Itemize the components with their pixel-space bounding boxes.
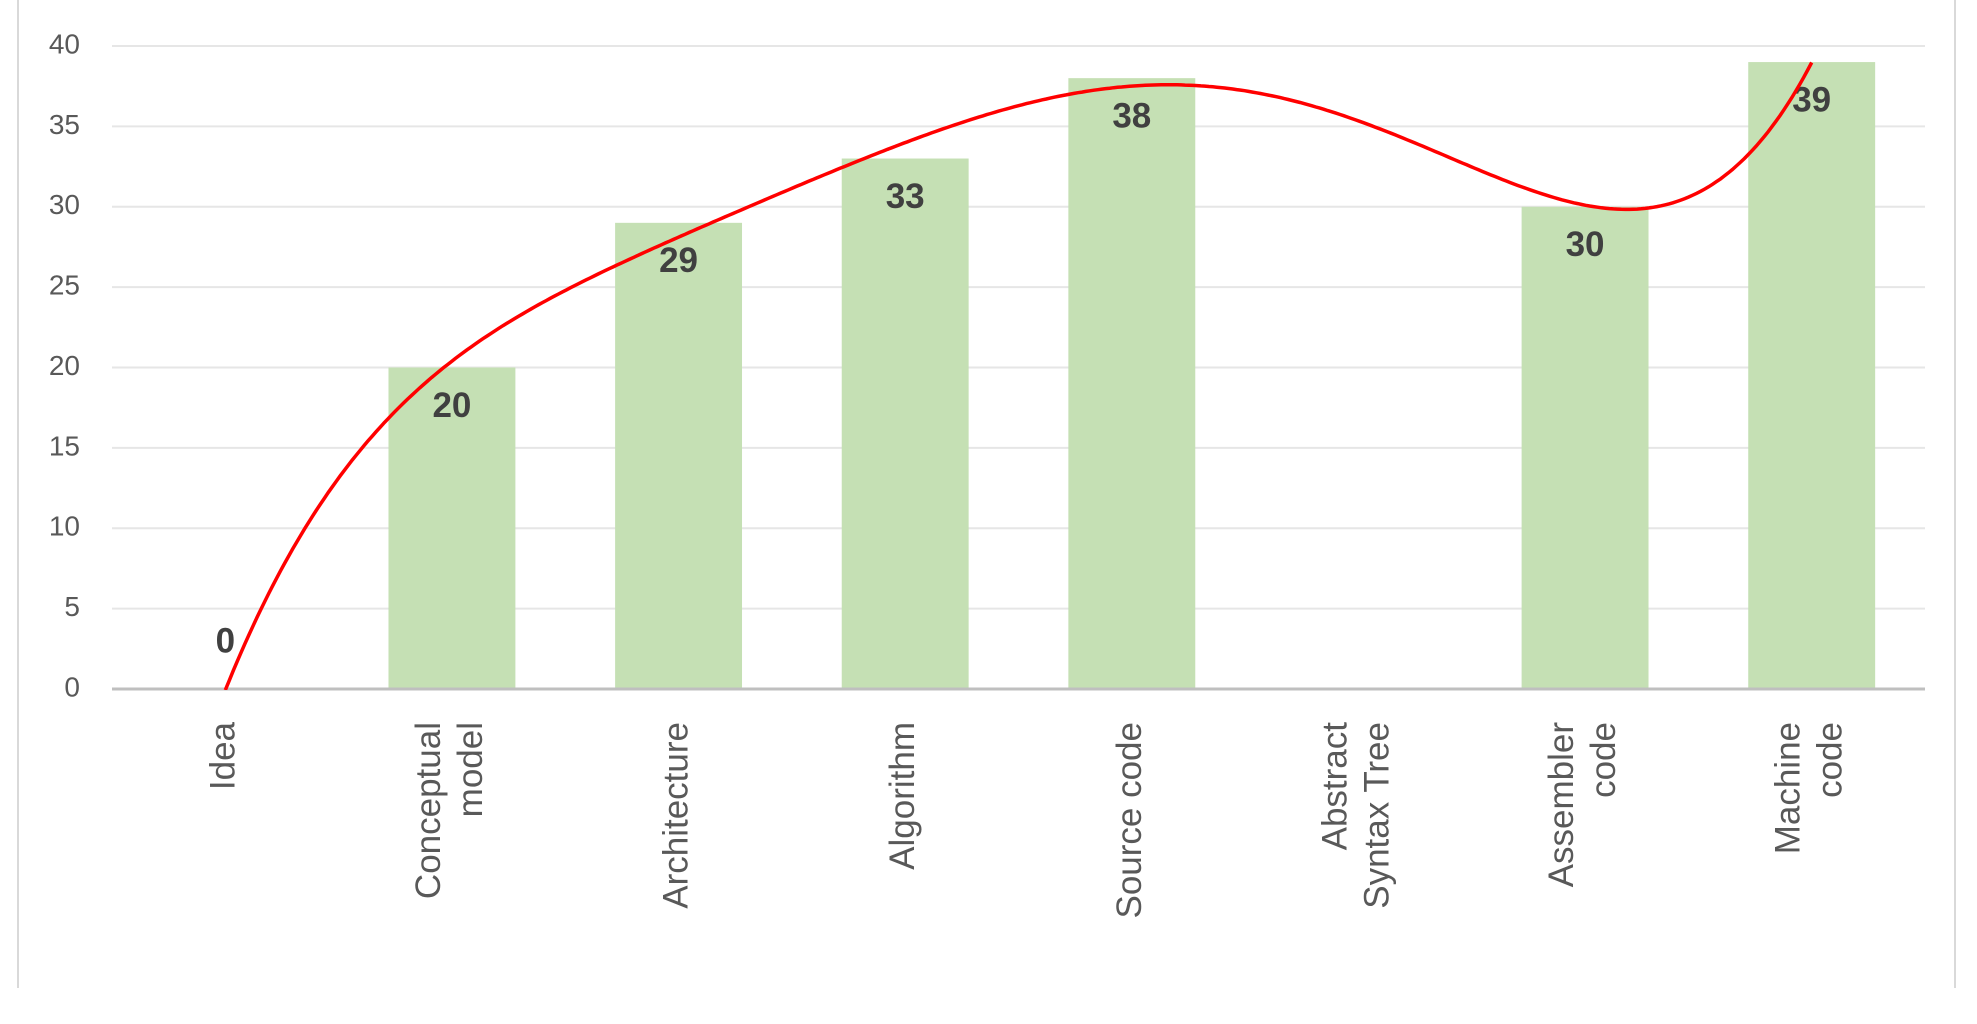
x-tick-line: code bbox=[1584, 722, 1623, 798]
y-tick-label: 20 bbox=[49, 350, 80, 381]
y-tick-label: 30 bbox=[49, 189, 80, 220]
bar bbox=[1748, 62, 1876, 689]
data-label: 20 bbox=[432, 386, 471, 425]
y-tick-label: 10 bbox=[49, 511, 80, 542]
data-label: 38 bbox=[1112, 96, 1151, 135]
x-tick-label: Assemblercode bbox=[1542, 722, 1623, 888]
y-tick-label: 15 bbox=[49, 430, 80, 461]
trendline bbox=[223, 61, 1814, 690]
x-tick-line: Syntax Tree bbox=[1358, 722, 1397, 909]
y-tick-label: 25 bbox=[49, 270, 80, 301]
x-tick-label: Source code bbox=[1110, 722, 1149, 919]
x-tick-label: AbstractSyntax Tree bbox=[1316, 722, 1397, 909]
bar bbox=[615, 222, 743, 689]
x-tick-line: Assembler bbox=[1542, 722, 1581, 888]
bar bbox=[841, 158, 969, 689]
y-tick-label: 0 bbox=[64, 671, 80, 702]
x-tick-line: Architecture bbox=[657, 722, 696, 909]
x-tick-label: Conceptualmodel bbox=[409, 722, 490, 899]
x-tick-line: Idea bbox=[204, 721, 243, 790]
x-tick-line: Abstract bbox=[1316, 722, 1355, 851]
data-label: 0 bbox=[216, 621, 235, 660]
x-tick-label: Machinecode bbox=[1769, 722, 1850, 854]
y-tick-label: 40 bbox=[49, 28, 80, 59]
x-tick-line: Algorithm bbox=[883, 722, 922, 870]
x-tick-label: Idea bbox=[204, 721, 243, 790]
x-tick-line: model bbox=[451, 722, 490, 817]
y-tick-label: 5 bbox=[64, 591, 80, 622]
bar bbox=[388, 367, 516, 689]
data-label: 29 bbox=[659, 241, 698, 280]
x-tick-line: Machine bbox=[1769, 722, 1808, 854]
y-tick-label: 35 bbox=[49, 109, 80, 140]
x-tick-label: Architecture bbox=[657, 722, 696, 909]
bar bbox=[1068, 78, 1196, 689]
x-tick-line: code bbox=[1811, 722, 1850, 798]
x-tick-line: Conceptual bbox=[409, 722, 448, 899]
data-label: 30 bbox=[1566, 225, 1605, 264]
bar bbox=[1521, 206, 1649, 689]
data-label: 33 bbox=[886, 177, 925, 216]
x-tick-label: Algorithm bbox=[883, 722, 922, 870]
x-tick-line: Source code bbox=[1110, 722, 1149, 919]
